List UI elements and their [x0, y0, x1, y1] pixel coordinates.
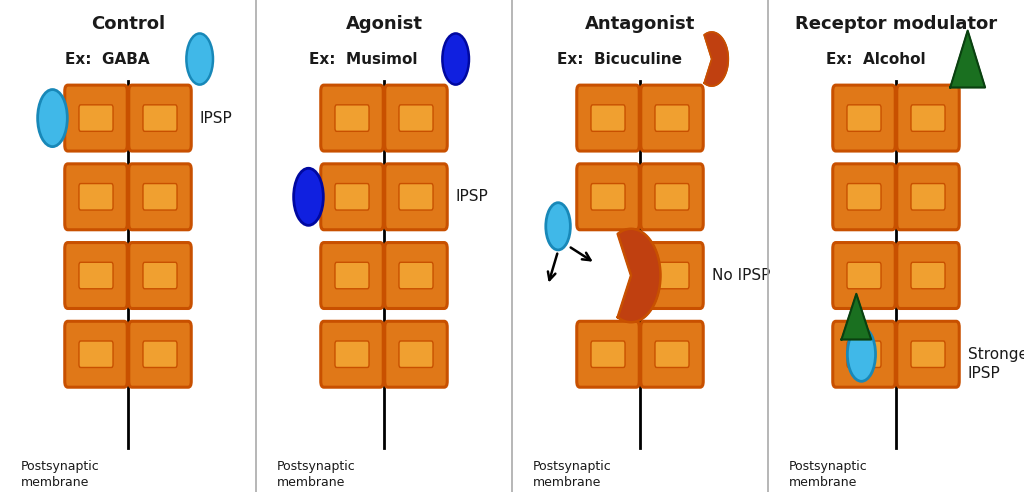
Polygon shape [617, 229, 660, 322]
FancyBboxPatch shape [897, 85, 959, 151]
FancyBboxPatch shape [833, 243, 895, 308]
FancyBboxPatch shape [65, 321, 127, 387]
FancyBboxPatch shape [385, 164, 447, 230]
FancyBboxPatch shape [897, 164, 959, 230]
Text: Ex:  GABA: Ex: GABA [66, 52, 150, 66]
FancyBboxPatch shape [65, 85, 127, 151]
Circle shape [442, 33, 469, 85]
FancyBboxPatch shape [335, 262, 369, 289]
FancyBboxPatch shape [641, 164, 703, 230]
FancyBboxPatch shape [143, 184, 177, 210]
Text: Postsynaptic
membrane
with receptors: Postsynaptic membrane with receptors [276, 460, 367, 492]
FancyBboxPatch shape [143, 105, 177, 131]
FancyBboxPatch shape [399, 262, 433, 289]
FancyBboxPatch shape [911, 341, 945, 368]
FancyBboxPatch shape [385, 243, 447, 308]
FancyBboxPatch shape [143, 341, 177, 368]
FancyBboxPatch shape [655, 184, 689, 210]
FancyBboxPatch shape [129, 164, 191, 230]
FancyBboxPatch shape [833, 164, 895, 230]
FancyBboxPatch shape [911, 105, 945, 131]
FancyBboxPatch shape [399, 184, 433, 210]
Text: Postsynaptic
membrane
with receptors: Postsynaptic membrane with receptors [532, 460, 623, 492]
FancyBboxPatch shape [385, 85, 447, 151]
FancyBboxPatch shape [335, 105, 369, 131]
FancyBboxPatch shape [641, 85, 703, 151]
Circle shape [186, 33, 213, 85]
Text: Postsynaptic
membrane
with receptors: Postsynaptic membrane with receptors [20, 460, 111, 492]
FancyBboxPatch shape [655, 341, 689, 368]
FancyBboxPatch shape [399, 341, 433, 368]
FancyBboxPatch shape [321, 164, 383, 230]
FancyBboxPatch shape [129, 85, 191, 151]
FancyBboxPatch shape [399, 105, 433, 131]
FancyBboxPatch shape [641, 321, 703, 387]
Text: Ex:  Alcohol: Ex: Alcohol [825, 52, 926, 66]
Text: IPSP: IPSP [200, 111, 232, 125]
FancyBboxPatch shape [591, 341, 625, 368]
FancyBboxPatch shape [321, 321, 383, 387]
Circle shape [294, 168, 324, 225]
FancyBboxPatch shape [79, 262, 113, 289]
Text: Antagonist: Antagonist [585, 15, 695, 33]
Circle shape [848, 327, 876, 381]
FancyBboxPatch shape [577, 164, 639, 230]
Text: Stronger
IPSP: Stronger IPSP [968, 347, 1024, 381]
FancyBboxPatch shape [591, 184, 625, 210]
FancyBboxPatch shape [641, 243, 703, 308]
FancyBboxPatch shape [65, 164, 127, 230]
Text: Postsynaptic
membrane
with receptors: Postsynaptic membrane with receptors [788, 460, 879, 492]
Text: IPSP: IPSP [456, 189, 488, 204]
FancyBboxPatch shape [129, 321, 191, 387]
FancyBboxPatch shape [335, 184, 369, 210]
Text: Receptor modulator: Receptor modulator [795, 15, 997, 33]
FancyBboxPatch shape [655, 262, 689, 289]
Circle shape [546, 203, 570, 250]
Polygon shape [705, 32, 728, 86]
FancyBboxPatch shape [847, 184, 881, 210]
FancyBboxPatch shape [577, 321, 639, 387]
FancyBboxPatch shape [897, 243, 959, 308]
FancyBboxPatch shape [577, 85, 639, 151]
FancyBboxPatch shape [897, 321, 959, 387]
FancyBboxPatch shape [847, 341, 881, 368]
Polygon shape [950, 31, 985, 88]
Text: Ex:  Bicuculine: Ex: Bicuculine [557, 52, 682, 66]
FancyBboxPatch shape [65, 243, 127, 308]
FancyBboxPatch shape [911, 262, 945, 289]
FancyBboxPatch shape [335, 341, 369, 368]
FancyBboxPatch shape [655, 105, 689, 131]
Circle shape [38, 90, 68, 147]
Polygon shape [842, 294, 871, 339]
FancyBboxPatch shape [833, 321, 895, 387]
FancyBboxPatch shape [385, 321, 447, 387]
FancyBboxPatch shape [847, 262, 881, 289]
FancyBboxPatch shape [591, 105, 625, 131]
FancyBboxPatch shape [143, 262, 177, 289]
FancyBboxPatch shape [321, 243, 383, 308]
Text: Control: Control [91, 15, 165, 33]
FancyBboxPatch shape [79, 184, 113, 210]
FancyBboxPatch shape [129, 243, 191, 308]
FancyBboxPatch shape [79, 105, 113, 131]
Text: Ex:  Musimol: Ex: Musimol [309, 52, 418, 66]
Text: Agonist: Agonist [345, 15, 423, 33]
Text: No IPSP: No IPSP [712, 268, 770, 283]
FancyBboxPatch shape [79, 341, 113, 368]
FancyBboxPatch shape [321, 85, 383, 151]
FancyBboxPatch shape [911, 184, 945, 210]
FancyBboxPatch shape [847, 105, 881, 131]
FancyBboxPatch shape [833, 85, 895, 151]
